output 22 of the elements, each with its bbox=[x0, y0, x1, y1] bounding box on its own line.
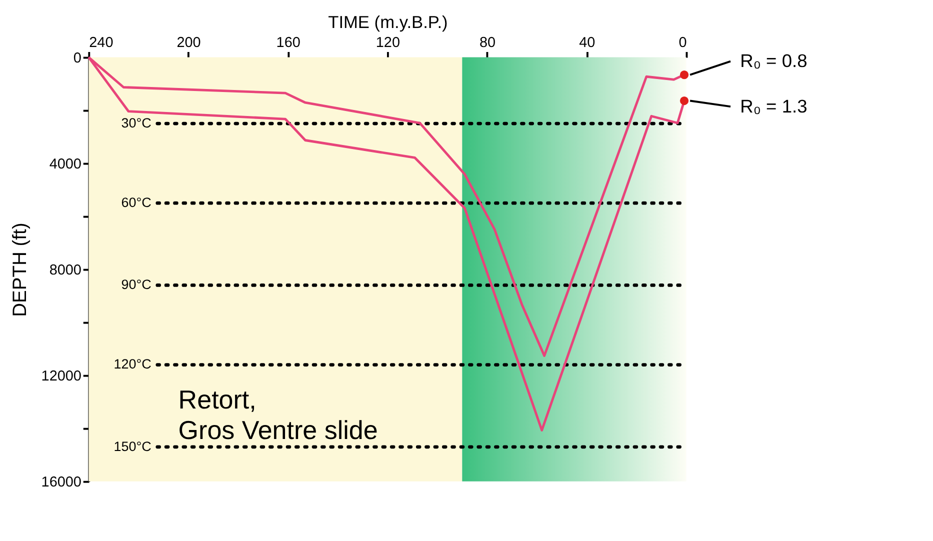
y-tick-label: 8000 bbox=[49, 262, 82, 279]
x-tick-label: 80 bbox=[480, 35, 496, 52]
x-tick-label: 0 bbox=[678, 35, 687, 52]
y-tick-label: 16000 bbox=[41, 474, 82, 491]
x-tick-label: 160 bbox=[276, 35, 300, 52]
x-tick-label: 200 bbox=[176, 35, 201, 52]
x-axis-title: TIME (m.y.B.P.) bbox=[328, 12, 448, 32]
ref-line-label: 120°C bbox=[114, 356, 152, 372]
y-tick-label: 0 bbox=[73, 50, 82, 67]
x-tick-label: 120 bbox=[376, 35, 400, 52]
x-tick-label: 40 bbox=[579, 35, 596, 52]
annotation: R₀ = 1.3 bbox=[740, 95, 808, 116]
x-tick-label: 240 bbox=[89, 35, 114, 52]
y-axis-title: DEPTH (ft) bbox=[10, 222, 31, 317]
ref-line-label: 150°C bbox=[114, 438, 152, 454]
ref-line-label: 60°C bbox=[121, 194, 152, 210]
annotation: Retort, Gros Ventre slide bbox=[178, 384, 378, 446]
ref-line-label: 30°C bbox=[121, 115, 152, 130]
annotation: R₀ = 0.8 bbox=[740, 50, 808, 72]
y-tick-label: 4000 bbox=[49, 156, 82, 173]
ref-line-label: 90°C bbox=[121, 277, 152, 292]
y-tick-label: 12000 bbox=[41, 368, 82, 385]
